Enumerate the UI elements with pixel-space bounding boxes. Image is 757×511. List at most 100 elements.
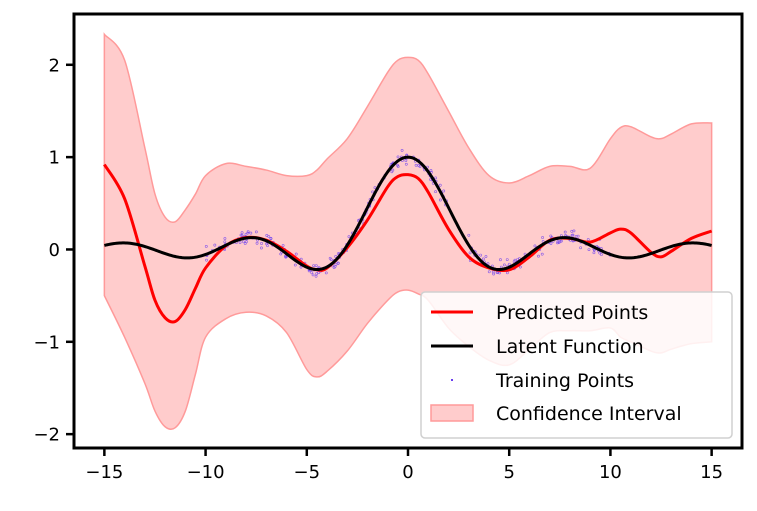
legend-label-confidence: Confidence Interval — [496, 403, 682, 425]
training-point — [559, 239, 563, 243]
training-point — [600, 253, 603, 256]
training-point — [523, 252, 527, 256]
lines-layer — [103, 155, 713, 324]
training-point — [592, 251, 596, 255]
legend-swatch-training — [451, 379, 453, 381]
training-point — [484, 255, 488, 258]
training-point — [537, 254, 540, 258]
training-point — [400, 149, 404, 152]
training-point — [558, 239, 562, 243]
training-point — [563, 230, 567, 234]
x-tick-label: −10 — [187, 462, 225, 483]
legend-label-latent: Latent Function — [496, 336, 644, 358]
training-point — [310, 271, 314, 275]
training-point — [269, 237, 273, 241]
training-point — [294, 252, 298, 256]
training-point — [242, 240, 245, 244]
training-point — [284, 255, 288, 259]
legend-swatch-confidence — [430, 404, 474, 422]
training-point — [570, 233, 574, 237]
training-point — [481, 257, 485, 261]
training-point — [239, 233, 243, 237]
y-tick-label: 1 — [49, 148, 60, 169]
training-point — [434, 176, 438, 180]
training-point — [315, 272, 319, 276]
training-point — [246, 230, 250, 234]
x-tick-label: −5 — [294, 462, 321, 483]
training-point — [549, 234, 553, 238]
training-point — [314, 274, 318, 278]
training-point — [244, 232, 248, 236]
training-point — [533, 244, 537, 248]
training-point — [373, 186, 377, 190]
training-point — [570, 229, 574, 233]
training-point — [204, 244, 208, 248]
y-tick-label: −2 — [33, 425, 60, 446]
training-point — [336, 252, 340, 256]
training-point — [243, 242, 247, 245]
training-point — [434, 190, 437, 194]
training-point — [223, 237, 227, 240]
training-point — [299, 257, 303, 261]
training-point — [513, 258, 517, 262]
training-point — [438, 198, 442, 202]
legend-label-training: Training Points — [495, 370, 634, 392]
training-point — [587, 248, 591, 252]
training-point — [438, 183, 442, 187]
x-tick-label: 15 — [700, 462, 723, 483]
training-point — [507, 262, 511, 266]
legend-label-predicted: Predicted Points — [496, 302, 648, 324]
training-point — [518, 265, 522, 269]
training-point — [396, 155, 400, 159]
training-point — [505, 258, 509, 262]
training-point — [205, 258, 208, 262]
training-point — [574, 235, 578, 238]
training-point — [556, 241, 559, 245]
training-point — [223, 240, 227, 244]
training-point — [396, 163, 399, 167]
training-point — [238, 241, 242, 244]
y-tick-label: 2 — [49, 55, 60, 76]
training-point — [541, 236, 544, 239]
training-point — [260, 242, 263, 245]
training-point — [249, 231, 253, 235]
training-point — [293, 263, 297, 267]
training-point — [371, 190, 375, 194]
training-point — [467, 233, 471, 237]
training-point — [246, 231, 250, 235]
training-point — [334, 255, 338, 258]
training-point — [499, 258, 502, 262]
legend-box — [420, 291, 733, 439]
training-point — [265, 234, 269, 237]
training-point — [254, 230, 258, 234]
training-point — [336, 261, 340, 265]
training-point — [404, 162, 408, 166]
training-point — [281, 244, 285, 247]
training-point — [213, 243, 217, 247]
training-point — [468, 251, 472, 255]
training-point — [492, 272, 496, 276]
training-point — [279, 252, 283, 256]
training-point — [579, 246, 583, 250]
training-point — [479, 253, 483, 257]
predicted-line — [103, 163, 713, 324]
x-tick-label: 0 — [402, 462, 413, 483]
training-point — [586, 238, 590, 241]
training-point — [333, 264, 337, 268]
x-tick-label: 5 — [503, 462, 514, 483]
legend: Predicted Points Latent Function Trainin… — [420, 291, 733, 439]
training-point — [487, 270, 491, 274]
training-point — [260, 246, 263, 250]
y-tick-label: 0 — [49, 240, 60, 261]
training-point — [347, 235, 351, 239]
x-tick-label: −15 — [85, 462, 123, 483]
training-point — [329, 258, 333, 262]
y-tick-label: −1 — [33, 332, 60, 353]
training-point — [255, 241, 259, 245]
x-tick-label: 10 — [599, 462, 622, 483]
training-point — [314, 264, 318, 268]
training-point — [311, 273, 315, 277]
training-point — [390, 170, 394, 174]
training-point — [442, 189, 446, 193]
